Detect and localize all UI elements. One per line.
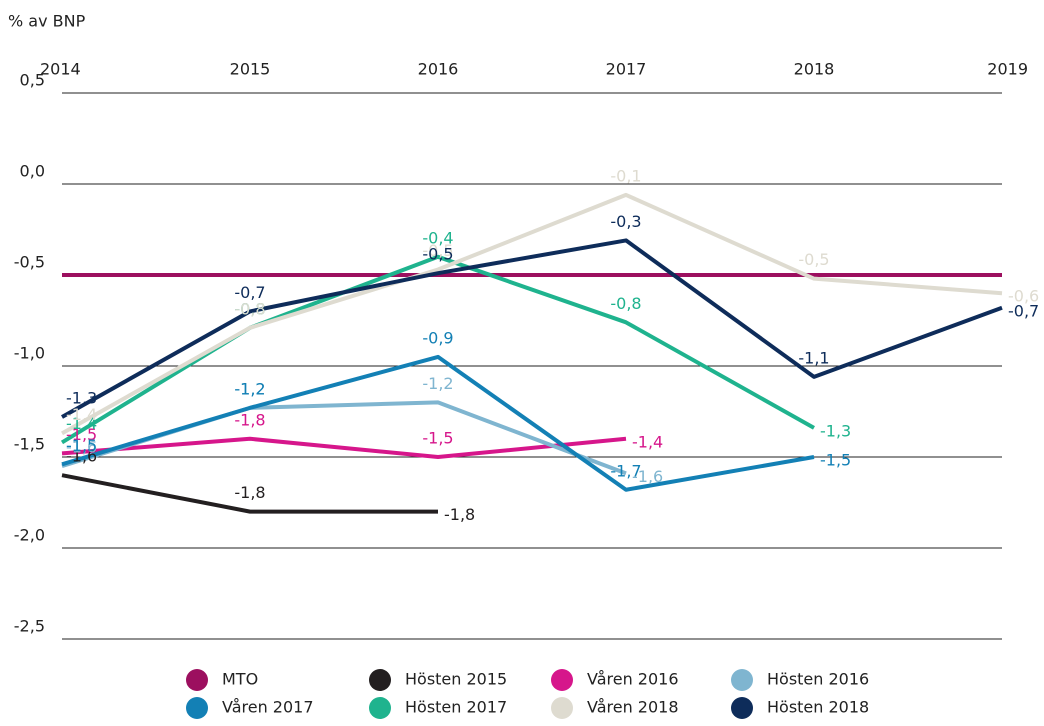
y-axis-label: % av BNP <box>8 12 86 31</box>
legend-label: MTO <box>222 670 258 689</box>
data-label: -0,8 <box>234 299 265 318</box>
data-label: -1,4 <box>66 414 97 433</box>
data-label: -1,6 <box>66 438 97 457</box>
legend-swatch <box>731 669 753 691</box>
series-line <box>61 192 1003 436</box>
data-label: -0,4 <box>422 228 453 247</box>
data-label: -0,8 <box>610 294 641 313</box>
legend-label: Hösten 2018 <box>767 698 869 717</box>
data-label: -0,5 <box>422 241 453 260</box>
legend-swatch <box>551 697 573 719</box>
x-tick-label: 2019 <box>987 60 1028 79</box>
data-label: -1,5 <box>66 436 97 455</box>
y-tick-label: -1,5 <box>14 435 45 454</box>
data-label: -0,7 <box>234 283 265 302</box>
data-label: -0,3 <box>610 212 641 231</box>
data-label: -1,4 <box>66 405 97 424</box>
legend-swatch <box>186 697 208 719</box>
legend-label: Våren 2018 <box>587 698 679 717</box>
data-label: -0,7 <box>1008 301 1039 320</box>
legend-label: Våren 2017 <box>222 698 314 717</box>
data-label: -1,3 <box>820 421 851 440</box>
y-tick-label: -2,0 <box>14 526 45 545</box>
data-label: -0,8 <box>234 299 265 318</box>
data-label: -1,2 <box>234 379 265 398</box>
data-label: -0,5 <box>422 245 453 264</box>
y-tick-label: -2,5 <box>14 617 45 636</box>
data-label: -1,2 <box>234 379 265 398</box>
data-label: -1,5 <box>66 425 97 444</box>
data-label: -1,4 <box>632 432 663 451</box>
x-tick-label: 2018 <box>794 60 835 79</box>
x-tick-label: 2015 <box>230 60 271 79</box>
data-label: -1,7 <box>610 461 641 480</box>
y-tick-label: -1,0 <box>14 344 45 363</box>
y-tick-label: 0,0 <box>20 162 45 181</box>
data-label: -0,6 <box>1008 287 1039 306</box>
data-label: -0,9 <box>422 328 453 347</box>
legend-swatch <box>369 669 391 691</box>
series-line <box>61 354 815 492</box>
data-label: -1,2 <box>422 374 453 393</box>
x-tick-label: 2014 <box>40 60 81 79</box>
series-line <box>60 254 815 445</box>
series-line <box>61 238 1003 419</box>
data-label: -1,5 <box>422 429 453 448</box>
legend-label: Hösten 2016 <box>767 670 869 689</box>
data-label: -1,1 <box>798 348 829 367</box>
data-label: -1,8 <box>234 483 265 502</box>
legend-swatch <box>186 669 208 691</box>
data-label: -1,8 <box>234 410 265 429</box>
y-tick-label: -0,5 <box>14 253 45 272</box>
data-label: -0,5 <box>798 250 829 269</box>
series-line <box>61 473 438 514</box>
data-label: -1,5 <box>820 451 851 470</box>
y-tick-label: 0,5 <box>20 71 45 90</box>
x-tick-label: 2017 <box>606 60 647 79</box>
data-label: -1,6 <box>632 467 663 486</box>
data-label: -1,8 <box>444 505 475 524</box>
series-line <box>61 436 627 459</box>
legend-swatch <box>551 669 573 691</box>
legend-label: Hösten 2015 <box>405 670 507 689</box>
legend-swatch <box>369 697 391 719</box>
x-tick-label: 2016 <box>418 60 459 79</box>
data-label: -1,3 <box>66 388 97 407</box>
data-label: -1,6 <box>66 447 97 466</box>
legend-swatch <box>731 697 753 719</box>
legend-label: Våren 2016 <box>587 670 679 689</box>
legend-label: Hösten 2017 <box>405 698 507 717</box>
data-label: -0,1 <box>610 166 641 185</box>
